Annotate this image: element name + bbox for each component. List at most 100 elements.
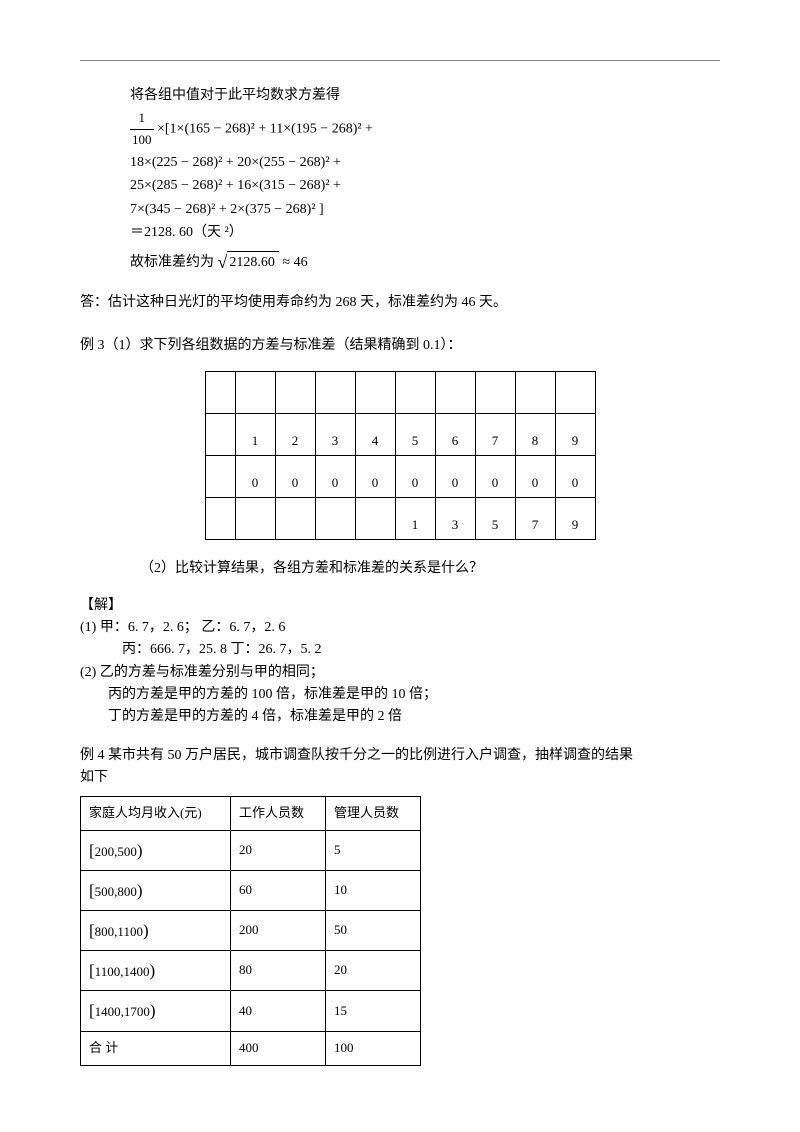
grid-cell: 8 [515,414,555,456]
sol-line-2c: 丁的方差是甲的方差的 4 倍，标准差是甲的 2 倍 [108,706,720,728]
grid-cell: 9 [555,414,595,456]
cell-total-label: 合 计 [81,1031,231,1065]
grid-cell: 3 [315,414,355,456]
table-row: [500,800) 60 10 [81,870,421,910]
grid-cell [435,372,475,414]
sol-line-2b: 丙的方差是甲的方差的 100 倍，标准差是甲的 10 倍； [108,684,720,706]
grid-cell: 1 [395,498,435,540]
cell-managers: 5 [326,830,421,870]
grid-cell: 7 [515,498,555,540]
solution-head: 【解】 [80,595,720,617]
grid-cell [205,414,235,456]
grid-cell: 0 [315,456,355,498]
table-row: [1100,1400) 80 20 [81,951,421,991]
example3-q2: （2）比较计算结果，各组方差和标准差的关系是什么？ [140,558,720,580]
grid-cell [205,456,235,498]
cell-workers: 20 [231,830,326,870]
variance-calculation: 将各组中值对于此平均数求方差得 1 100 ×[1×(165 − 268)² +… [130,85,720,274]
grid-cell [315,498,355,540]
example3-grid: 1 2 3 4 5 6 7 8 9 0 0 0 0 0 0 0 0 0 1 3 … [205,371,596,540]
formula-line-2: 18×(225 − 268)² + 20×(255 − 268)² + [130,152,720,174]
example3-title: 例 3（1）求下列各组数据的方差与标准差（结果精确到 0.1）： [80,335,720,357]
grid-cell: 5 [475,498,515,540]
grid-cell: 6 [435,414,475,456]
fraction: 1 100 [130,108,154,151]
cell-managers: 50 [326,911,421,951]
sol-line-2: (2) 乙的方差与标准差分别与甲的相同； [80,662,720,684]
cell-range: [800,1100) [81,911,231,951]
page-top-rule [80,60,720,61]
grid-row-2: 0 0 0 0 0 0 0 0 0 [205,456,595,498]
solution-body: (1) 甲：6. 7，2. 6； 乙：6. 7，2. 6 丙：666. 7，25… [80,617,720,729]
grid-cell: 0 [475,456,515,498]
grid-cell: 9 [555,498,595,540]
formula-line-4: 7×(345 − 268)² + 2×(375 − 268)² ] [130,199,720,221]
grid-cell: 0 [515,456,555,498]
th-managers: 管理人员数 [326,796,421,830]
formula-line-1: 1 100 ×[1×(165 − 268)² + 11×(195 − 268)²… [130,108,720,151]
grid-cell [515,372,555,414]
cell-workers: 200 [231,911,326,951]
sqrt-value: 2128.60 [227,251,279,274]
cell-workers: 80 [231,951,326,991]
table-total-row: 合 计 400 100 [81,1031,421,1065]
grid-cell [205,372,235,414]
grid-cell: 4 [355,414,395,456]
std-line: 故标准差约为 √2128.60 ≈ 46 [130,246,720,275]
sol-line-1b: 丙：666. 7，25. 8 丁：26. 7，5. 2 [122,639,720,661]
th-income: 家庭人均月收入(元) [81,796,231,830]
formula-line-3: 25×(285 − 268)² + 16×(315 − 268)² + [130,175,720,197]
std-label: 故标准差约为 [130,255,214,270]
grid-row-1: 1 2 3 4 5 6 7 8 9 [205,414,595,456]
grid-cell: 2 [275,414,315,456]
grid-cell [235,372,275,414]
grid-row-0 [205,372,595,414]
example4-table: 家庭人均月收入(元) 工作人员数 管理人员数 [200,500) 20 5 [5… [80,796,421,1066]
table-row: [200,500) 20 5 [81,830,421,870]
grid-cell [475,372,515,414]
cell-managers: 10 [326,870,421,910]
answer-line: 答：估计这种日光灯的平均使用寿命约为 268 天，标准差约为 46 天。 [80,292,720,314]
grid-cell [395,372,435,414]
cell-workers: 60 [231,870,326,910]
grid-cell [355,372,395,414]
cell-range: [200,500) [81,830,231,870]
grid-row-3: 1 3 5 7 9 [205,498,595,540]
cell-total-workers: 400 [231,1031,326,1065]
cell-range: [500,800) [81,870,231,910]
grid-cell: 5 [395,414,435,456]
cell-range: [1400,1700) [81,991,231,1031]
cell-managers: 20 [326,951,421,991]
formula-text-1: ×[1×(165 − 268)² + 11×(195 − 268)² + [157,122,373,137]
grid-cell [235,498,275,540]
grid-cell: 0 [435,456,475,498]
variance-result: ＝2128. 60（天 ²） [130,222,720,244]
variance-intro: 将各组中值对于此平均数求方差得 [130,85,720,107]
grid-cell: 3 [435,498,475,540]
table-row: [1400,1700) 40 15 [81,991,421,1031]
grid-cell [275,372,315,414]
grid-cell: 0 [355,456,395,498]
sol-line-1: (1) 甲：6. 7，2. 6； 乙：6. 7，2. 6 [80,617,720,639]
grid-cell: 1 [235,414,275,456]
grid-cell: 0 [395,456,435,498]
example4-title-b: 如下 [80,767,720,789]
approx: ≈ 46 [279,255,308,270]
grid-cell [315,372,355,414]
cell-total-managers: 100 [326,1031,421,1065]
table-header-row: 家庭人均月收入(元) 工作人员数 管理人员数 [81,796,421,830]
grid-cell: 7 [475,414,515,456]
example4-title-a: 例 4 某市共有 50 万户居民，城市调查队按千分之一的比例进行入户调查，抽样调… [80,745,720,767]
grid-cell [355,498,395,540]
table-row: [800,1100) 200 50 [81,911,421,951]
grid-cell [275,498,315,540]
grid-cell [205,498,235,540]
cell-range: [1100,1400) [81,951,231,991]
cell-workers: 40 [231,991,326,1031]
grid-cell: 0 [275,456,315,498]
sqrt-icon: √ [218,252,228,272]
grid-cell [555,372,595,414]
th-workers: 工作人员数 [231,796,326,830]
grid-cell: 0 [235,456,275,498]
grid-cell: 0 [555,456,595,498]
